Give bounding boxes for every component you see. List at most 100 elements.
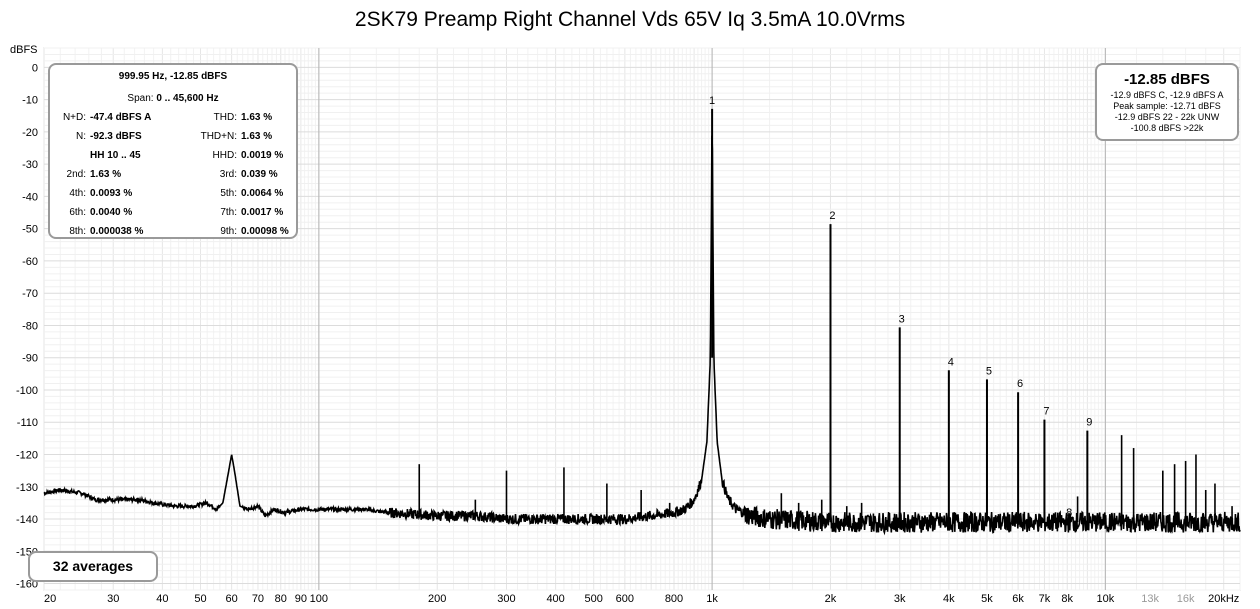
stats-row: 6th: 0.0040 % 7th: 0.0017 % [50, 203, 296, 222]
stats-cell: HH 10 .. 45 [50, 146, 173, 165]
stat-label: 8th: [69, 226, 86, 237]
y-tick-label: -60 [22, 256, 38, 268]
harmonic-label: 3 [899, 313, 905, 325]
x-tick-label: 200 [428, 593, 446, 605]
stats-cell: THD+N: 1.63 % [173, 127, 296, 146]
x-tick-label: 400 [546, 593, 564, 605]
stat-value: 0.0040 % [90, 207, 133, 218]
y-tick-label: -90 [22, 353, 38, 365]
x-tick-label: 2k [825, 593, 837, 605]
stat-value: HH 10 .. 45 [90, 150, 141, 161]
x-tick-label: 300 [497, 593, 515, 605]
x-tick-label: 6k [1012, 593, 1024, 605]
x-tick-label: 8k [1061, 593, 1073, 605]
x-tick-label: 20kHz [1208, 593, 1239, 605]
x-tick-label: 70 [252, 593, 264, 605]
stats-row: N: -92.3 dBFS THD+N: 1.63 % [50, 127, 296, 146]
y-tick-label: 0 [32, 62, 38, 74]
x-tick-label: 60 [225, 593, 237, 605]
grid-lines [43, 47, 1241, 591]
x-tick-label: 13k [1141, 593, 1159, 605]
x-tick-label: 80 [275, 593, 287, 605]
harmonic-label: 9 [1086, 417, 1092, 429]
stat-label: 3rd: [219, 169, 237, 180]
stat-value: 1.63 % [241, 112, 273, 123]
y-axis-label: dBFS [10, 44, 38, 56]
stat-label: 7th: [220, 207, 237, 218]
harmonic-labels: 1 2 3 4 5 6 7 8 9 [709, 95, 1092, 519]
y-tick-label: -140 [16, 514, 38, 526]
stats-cell: 4th: 0.0093 % [50, 184, 173, 203]
y-tick-label: -70 [22, 288, 38, 300]
stats-cell: 3rd: 0.039 % [173, 165, 296, 184]
level-line: -12.9 dBFS 22 - 22k UNW [1114, 112, 1220, 122]
stats-span: Span: 0 .. 45,600 Hz [50, 89, 296, 108]
stats-header: 999.95 Hz, -12.85 dBFS [118, 71, 228, 82]
x-tick-label: 100 [310, 593, 328, 605]
span-label: Span: [127, 93, 154, 104]
stat-value: 0.00098 % [241, 226, 289, 237]
x-tick-label: 50 [194, 593, 206, 605]
stats-row: 4th: 0.0093 % 5th: 0.0064 % [50, 184, 296, 203]
x-tick-label: 10k [1096, 593, 1114, 605]
axis-labels: dBFS 0 -10 -20 -30 -40 -50 -60 -70 -80 -90 -100 -110… [10, 44, 1239, 605]
x-tick-label: 20 [44, 593, 56, 605]
stat-label: THD: [213, 112, 237, 123]
x-tick-label: 40 [156, 593, 168, 605]
y-tick-label: -100 [16, 385, 38, 397]
y-tick-label: -50 [22, 224, 38, 236]
stat-value: 0.0019 % [241, 150, 284, 161]
noise-floor-line [43, 135, 1241, 536]
stat-label: THD+N: [200, 131, 237, 142]
x-tick-label: 90 [295, 593, 307, 605]
harmonic-label: 7 [1043, 406, 1049, 418]
stats-cell: 6th: 0.0040 % [50, 203, 173, 222]
harmonic-label: 4 [948, 356, 954, 368]
stats-row: 8th: 0.000038 % 9th: 0.00098 % [50, 222, 296, 241]
harmonic-label: 2 [829, 210, 835, 222]
level-line: -100.8 dBFS >22k [1130, 123, 1204, 133]
stat-value: 0.0093 % [90, 188, 133, 199]
stat-value: -92.3 dBFS [90, 131, 142, 142]
level-line: -12.9 dBFS C, -12.9 dBFS A [1110, 90, 1224, 100]
stats-cell: 5th: 0.0064 % [173, 184, 296, 203]
stats-cell: 2nd: 1.63 % [50, 165, 173, 184]
stats-cell: 7th: 0.0017 % [173, 203, 296, 222]
level-panel: -12.85 dBFS -12.9 dBFS C, -12.9 dBFS A P… [1095, 63, 1239, 141]
stats-row: N+D: -47.4 dBFS A THD: 1.63 % [50, 108, 296, 127]
x-tick-label: 600 [616, 593, 634, 605]
harmonic-label: 8 [1066, 507, 1072, 519]
y-tick-label: -110 [17, 417, 38, 429]
stat-value: 1.63 % [90, 169, 122, 180]
stats-cell: 8th: 0.000038 % [50, 222, 173, 241]
stats-rows: N+D: -47.4 dBFS A THD: 1.63 % N: -92.3 dBFS TH… [50, 108, 296, 241]
stat-label: HHD: [212, 150, 237, 161]
spectrum-trace [43, 108, 1241, 536]
x-tick-label: 16k [1177, 593, 1195, 605]
stat-label: 2nd: [66, 169, 86, 180]
stats-row: 2nd: 1.63 % 3rd: 0.039 % [50, 165, 296, 184]
stat-label: 9th: [220, 226, 237, 237]
x-tick-label: 4k [943, 593, 955, 605]
x-tick-label: 5k [981, 593, 993, 605]
stat-value: 0.000038 % [90, 226, 144, 237]
x-tick-label: 7k [1039, 593, 1051, 605]
stat-value: 0.039 % [241, 169, 278, 180]
stat-value: 0.0064 % [241, 188, 284, 199]
stat-value: -47.4 dBFS A [90, 112, 152, 123]
stats-cell: THD: 1.63 % [173, 108, 296, 127]
stats-cell: N: -92.3 dBFS [50, 127, 173, 146]
x-tick-label: 800 [665, 593, 683, 605]
stat-label: N+D: [62, 112, 86, 123]
harmonic-label: 1 [709, 95, 715, 107]
stat-label: 5th: [220, 188, 237, 199]
y-tick-label: -80 [22, 320, 38, 332]
y-tick-label: -10 [22, 95, 38, 107]
y-tick-label: -120 [16, 450, 38, 462]
harmonic-label: 5 [986, 365, 992, 377]
x-tick-label: 30 [107, 593, 119, 605]
stats-row: HH 10 .. 45 HHD: 0.0019 % [50, 146, 296, 165]
span-value: 0 .. 45,600 Hz [156, 93, 219, 104]
chart-title: 2SK79 Preamp Right Channel Vds 65V Iq 3.… [354, 8, 906, 31]
stat-label: 4th: [69, 188, 86, 199]
